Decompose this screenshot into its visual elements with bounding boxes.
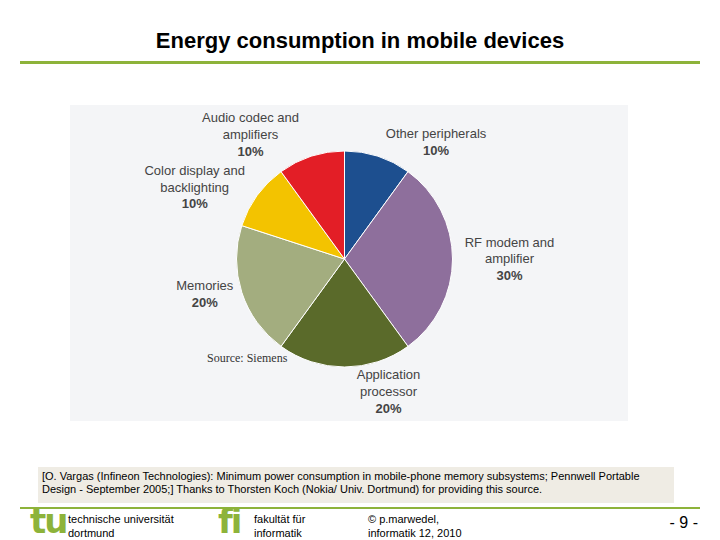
svg-text:Color display andbacklighting1: Color display andbacklighting10% — [144, 163, 244, 212]
svg-text:Audio codec andamplifiers10%: Audio codec andamplifiers10% — [202, 110, 299, 159]
html-text:[O. Vargas (Infineon Technolog: [O. Vargas (Infineon Technologies): Mini… — [42, 470, 640, 495]
html-text:informatik: informatik — [254, 527, 302, 539]
svg-text:Applicationprocessor20%: Applicationprocessor20% — [357, 367, 421, 416]
html-text:- 9 -: - 9 - — [669, 514, 698, 531]
svg-text:Source: Siemens: Source: Siemens — [207, 351, 288, 365]
svg-text:Memories20%: Memories20% — [176, 278, 234, 310]
html-text:tu: tu — [30, 501, 67, 540]
svg-text:RF modem andamplifier30%: RF modem andamplifier30% — [465, 235, 555, 284]
html-text:informatik 12, 2010: informatik 12, 2010 — [368, 527, 462, 539]
html-text:fi: fi — [218, 501, 241, 540]
html-text:dortmund: dortmund — [68, 527, 115, 539]
html-text:fakultät für: fakultät für — [254, 513, 306, 525]
html-text:technische universität: technische universität — [68, 513, 174, 525]
html-text:© p.marwedel,: © p.marwedel, — [368, 513, 440, 525]
html-text:Energy consumption in mobile d: Energy consumption in mobile devices — [155, 28, 565, 53]
svg-text:Other peripherals10%: Other peripherals10% — [386, 126, 487, 158]
